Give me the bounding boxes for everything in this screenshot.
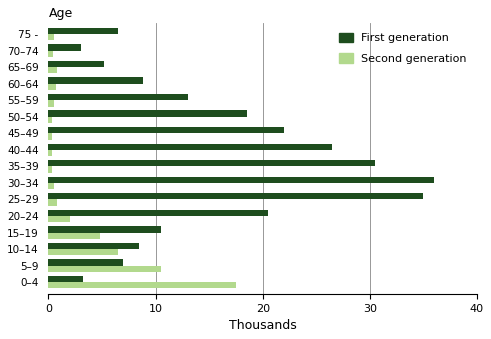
Bar xyxy=(49,210,268,216)
Bar xyxy=(49,193,423,199)
Bar xyxy=(49,199,57,206)
Bar xyxy=(49,276,82,282)
Bar xyxy=(49,216,70,222)
Bar xyxy=(49,259,123,266)
Bar xyxy=(49,117,52,123)
Bar xyxy=(49,34,54,40)
Legend: First generation, Second generation: First generation, Second generation xyxy=(335,28,471,68)
Bar xyxy=(49,177,434,183)
Bar xyxy=(49,84,56,90)
Bar xyxy=(49,77,143,84)
Bar xyxy=(49,282,236,288)
Bar xyxy=(49,249,118,255)
Bar xyxy=(49,226,161,233)
Bar xyxy=(49,67,57,74)
Bar xyxy=(49,44,81,51)
Text: Age: Age xyxy=(49,7,73,20)
Bar xyxy=(49,51,53,57)
Bar xyxy=(49,266,161,272)
Bar xyxy=(49,133,52,140)
Bar xyxy=(49,111,246,117)
Bar xyxy=(49,28,118,34)
Bar xyxy=(49,233,100,239)
Bar xyxy=(49,100,54,106)
Bar xyxy=(49,144,332,150)
Bar xyxy=(49,183,54,189)
Bar xyxy=(49,150,52,156)
Bar xyxy=(49,61,104,67)
Bar xyxy=(49,94,188,100)
Bar xyxy=(49,166,52,173)
Bar xyxy=(49,243,139,249)
Bar xyxy=(49,160,375,166)
X-axis label: Thousands: Thousands xyxy=(229,319,297,332)
Bar xyxy=(49,127,284,133)
